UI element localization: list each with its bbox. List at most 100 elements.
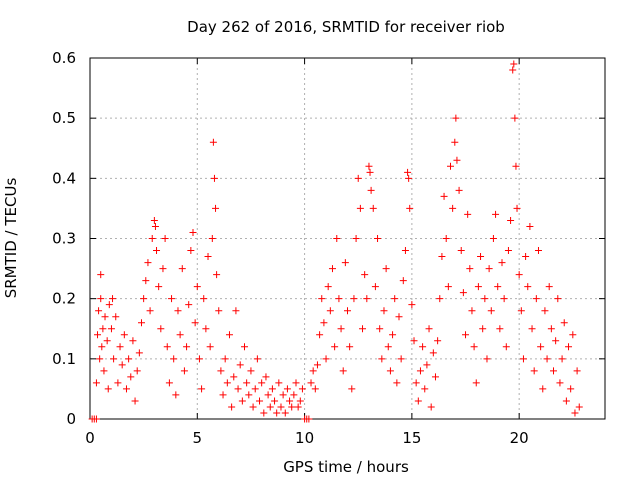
data-point — [464, 210, 472, 218]
data-point — [104, 385, 112, 393]
data-point — [326, 307, 334, 315]
y-axis-label: SRMTID / TECUs — [2, 178, 20, 299]
data-point — [346, 343, 354, 351]
data-point — [146, 307, 154, 315]
data-point — [151, 222, 159, 230]
data-point — [397, 355, 405, 363]
data-point — [528, 325, 536, 333]
x-tick-label: 5 — [193, 429, 203, 447]
data-point — [161, 235, 169, 242]
data-point — [114, 379, 122, 387]
data-point — [341, 259, 349, 267]
data-point — [112, 313, 120, 321]
data-point — [447, 162, 454, 170]
y-tick-label: 0.3 — [52, 230, 76, 248]
data-point — [412, 379, 420, 387]
data-point — [92, 415, 100, 423]
data-point — [253, 355, 261, 363]
data-point — [155, 283, 163, 291]
data-point — [569, 331, 577, 339]
data-point — [436, 295, 444, 303]
data-point — [560, 319, 568, 327]
data-point — [320, 319, 328, 327]
data-point — [547, 325, 555, 333]
data-point — [193, 283, 201, 291]
data-point — [234, 385, 242, 393]
data-point — [474, 283, 482, 291]
data-point — [225, 331, 233, 339]
data-point — [470, 343, 478, 351]
data-point — [163, 343, 171, 351]
data-point — [243, 379, 251, 387]
data-point — [217, 367, 225, 375]
data-point — [135, 349, 143, 357]
data-point — [500, 295, 508, 303]
data-point — [100, 367, 108, 375]
data-point — [195, 355, 203, 363]
data-point — [125, 355, 133, 363]
data-point — [294, 403, 302, 411]
data-point — [165, 379, 173, 387]
data-point — [103, 337, 111, 345]
data-point — [393, 379, 401, 387]
data-point — [109, 295, 117, 303]
data-point — [316, 331, 324, 339]
data-point — [322, 355, 330, 363]
data-point — [414, 397, 422, 405]
data-point — [444, 283, 452, 291]
data-point — [481, 295, 489, 303]
data-point — [262, 373, 270, 381]
data-point — [180, 367, 188, 375]
data-point — [172, 391, 180, 399]
data-point — [213, 271, 221, 279]
data-point — [562, 397, 570, 405]
x-tick-label: 0 — [85, 429, 95, 447]
data-point — [429, 349, 437, 357]
data-point — [249, 403, 257, 411]
data-point — [268, 385, 276, 393]
data-point — [223, 379, 231, 387]
y-axis-ticks: 0 0.1 0.2 0.3 0.4 0.5 0.6 — [52, 49, 605, 428]
data-point — [324, 283, 332, 291]
data-point — [170, 355, 178, 363]
data-point — [133, 367, 141, 375]
data-point — [271, 397, 279, 405]
data-point — [96, 355, 104, 363]
data-point — [208, 235, 216, 242]
data-point — [313, 361, 321, 369]
data-point — [532, 295, 540, 303]
y-tick-label: 0.2 — [52, 290, 76, 308]
data-point — [101, 313, 109, 321]
y-tick-label: 0.1 — [52, 350, 76, 368]
data-point — [434, 337, 442, 345]
data-point — [328, 265, 336, 273]
data-point — [466, 265, 474, 273]
data-point — [344, 307, 351, 315]
data-point — [200, 295, 208, 303]
data-point — [311, 385, 319, 393]
data-point — [107, 325, 115, 333]
data-point — [206, 343, 214, 351]
data-point — [410, 337, 418, 345]
data-point — [502, 343, 510, 351]
data-point — [247, 367, 255, 375]
data-point — [356, 204, 364, 212]
data-point — [221, 355, 229, 363]
data-point — [565, 343, 573, 351]
data-point — [258, 379, 266, 387]
data-point — [459, 289, 467, 297]
data-point — [386, 367, 394, 375]
data-point — [498, 259, 506, 267]
data-point — [510, 60, 518, 68]
data-point — [442, 235, 450, 242]
data-point — [524, 283, 532, 291]
data-point — [275, 379, 283, 387]
chart-title: Day 262 of 2016, SRMTID for receiver rio… — [187, 18, 505, 36]
data-point — [416, 367, 424, 375]
data-point — [449, 204, 457, 212]
data-point — [279, 391, 287, 399]
data-point — [198, 385, 206, 393]
data-point — [374, 235, 382, 242]
data-point — [537, 343, 545, 351]
